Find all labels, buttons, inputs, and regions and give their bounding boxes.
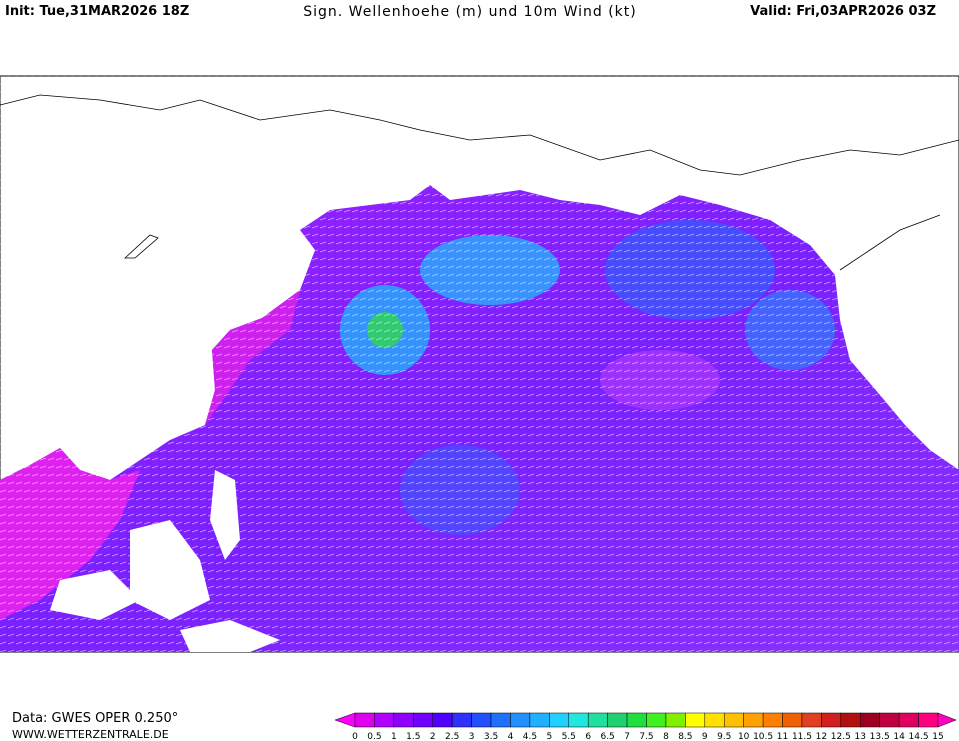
colorbar-cell (471, 712, 492, 728)
colorbar-label: 3 (469, 732, 475, 741)
data-source: Data: GWES OPER 0.250° (12, 711, 178, 726)
colorbar-label: 15 (932, 732, 943, 741)
colorbar-label: 11.5 (792, 732, 812, 741)
colorbar-cell (490, 712, 511, 728)
colorbar-label: 3.5 (484, 732, 498, 741)
colorbar-label: 12.5 (831, 732, 851, 741)
colorbar-label: 4 (508, 732, 514, 741)
colorbar-cell (665, 712, 686, 728)
colorbar-label: 6.5 (600, 732, 614, 741)
colorbar-cell (860, 712, 880, 728)
colorbar-cell (704, 712, 725, 728)
init-time: Init: Tue,31MAR2026 18Z (5, 4, 189, 19)
colorbar-label: 0.5 (367, 732, 381, 741)
colorbar-cell (529, 712, 550, 728)
colorbar-label: 11 (777, 732, 788, 741)
colorbar-label: 10 (738, 732, 750, 741)
colorbar-cell (432, 712, 453, 728)
colorbar-cell (685, 712, 706, 728)
colorbar-label: 8.5 (678, 732, 692, 741)
colorbar-label: 5.5 (562, 732, 576, 741)
colorbar-label: 1 (391, 732, 397, 741)
colorbar-cell (510, 712, 531, 728)
colorbar-cell (626, 712, 647, 728)
colorbar-cell (568, 712, 589, 728)
colorbar-cell (821, 712, 842, 728)
colorbar-label: 7 (624, 732, 630, 741)
colorbar-high-arrow (937, 712, 957, 728)
colorbar-low-arrow (334, 712, 356, 728)
colorbar-label: 2.5 (445, 732, 459, 741)
website: WWW.WETTERZENTRALE.DE (12, 728, 169, 741)
colorbar-cell (393, 712, 414, 728)
colorbar-cell (801, 712, 822, 728)
colorbar-label: 1.5 (406, 732, 420, 741)
colorbar-label: 9.5 (717, 732, 731, 741)
valid-time: Valid: Fri,03APR2026 03Z (750, 4, 936, 19)
colorbar-label: 12 (816, 732, 827, 741)
colorbar-cell (762, 712, 783, 728)
colorbar-label: 6 (585, 732, 591, 741)
colorbar-cell (451, 712, 472, 728)
colorbar-cell (723, 712, 744, 728)
colorbar-cell (918, 712, 939, 728)
colorbar-cell (413, 712, 433, 728)
map-title: Sign. Wellenhoehe (m) und 10m Wind (kt) (303, 4, 636, 20)
colorbar-cell (782, 712, 803, 728)
colorbar-cell (743, 712, 764, 728)
colorbar-label: 10.5 (753, 732, 773, 741)
colorbar-cell (646, 712, 667, 728)
colorbar-cell (374, 712, 395, 728)
colorbar-label: 0 (352, 732, 358, 741)
colorbar-cell (840, 712, 861, 728)
colorbar-label: 4.5 (523, 732, 537, 741)
colorbar-cell (354, 712, 375, 728)
colorbar-label: 13 (855, 732, 866, 741)
colorbar-label: 14 (893, 732, 905, 741)
colorbar-cell (587, 712, 608, 728)
colorbar-cell (607, 712, 628, 728)
map (0, 75, 959, 653)
colorbar-cell (549, 712, 570, 728)
colorbar: 0 0.5 1 1.5 2 2.5 3 3.5 4 4.5 5 5.5 6 6.5 7 7.5 8 8.5 9 9.5… (334, 712, 957, 741)
colorbar-label: 13.5 (870, 732, 890, 741)
colorbar-label: 7.5 (639, 732, 653, 741)
colorbar-label: 8 (663, 732, 669, 741)
colorbar-label: 9 (702, 732, 708, 741)
colorbar-label: 14.5 (909, 732, 929, 741)
colorbar-label: 2 (430, 732, 436, 741)
colorbar-cell (879, 712, 900, 728)
colorbar-cell (898, 712, 919, 728)
colorbar-label: 5 (546, 732, 552, 741)
